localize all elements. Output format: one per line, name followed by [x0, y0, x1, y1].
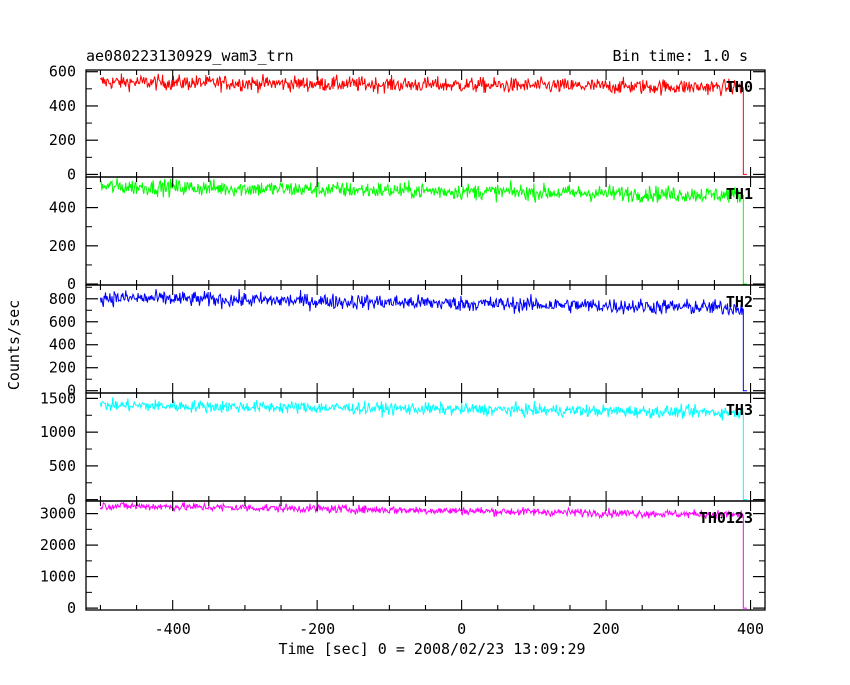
x-axis-label: Time [sec] 0 = 2008/02/23 13:09:29 [278, 640, 585, 658]
bin-time-label: Bin time: 1.0 s [613, 47, 748, 65]
series-line-th3 [99, 397, 747, 501]
series-line-th1 [100, 177, 747, 285]
y-tick-label: 200 [49, 237, 76, 255]
panel-th0123: 0 1000 2000 3000 TH0123 [40, 500, 766, 617]
y-tick-label: 200 [49, 131, 76, 149]
panel-th2: 0 200 400 600 800 TH2 [49, 284, 766, 400]
series-line-th0123 [99, 501, 747, 609]
y-tick-label: 2000 [40, 536, 76, 554]
y-tick-label: 500 [49, 457, 76, 475]
series-label-th3: TH3 [726, 401, 753, 419]
panel-th3: 0 500 1000 1500 TH3 [40, 389, 766, 509]
x-tick-label: 400 [737, 620, 764, 638]
y-tick-label: 400 [49, 199, 76, 217]
series-line-th2 [99, 289, 747, 392]
y-tick-label: 200 [49, 359, 76, 377]
y-tick-label: 0 [67, 599, 76, 617]
y-tick-label: 600 [49, 313, 76, 331]
y-tick-label: 1500 [40, 389, 76, 407]
y-tick-label: 0 [67, 275, 76, 293]
series-label-th1: TH1 [726, 185, 753, 203]
y-tick-label: 400 [49, 97, 76, 115]
panel-frame [85, 500, 766, 611]
y-axis-label: Counts/sec [5, 300, 23, 390]
y-tick-label: 800 [49, 290, 76, 308]
panel-frame [85, 392, 766, 502]
x-tick-label: 200 [593, 620, 620, 638]
y-tick-label: 0 [67, 382, 76, 400]
y-tick-label: 600 [49, 63, 76, 81]
panel-th1: 0 200 400 TH1 [49, 176, 766, 293]
series-label-th0: TH0 [726, 78, 753, 96]
y-tick-label: 400 [49, 336, 76, 354]
y-tick-label: 0 [67, 491, 76, 509]
y-tick-label: 3000 [40, 505, 76, 523]
y-tick-label: 0 [67, 165, 76, 183]
series-label-th0123: TH0123 [699, 509, 753, 527]
y-tick-label: 1000 [40, 568, 76, 586]
x-tick-label: 0 [457, 620, 466, 638]
y-tick-label: 1000 [40, 423, 76, 441]
panel-th0: 0 200 400 600 TH0 [49, 63, 766, 183]
chart-title: ae080223130929_wam3_trn [86, 47, 294, 65]
series-line-th0 [100, 73, 747, 175]
x-tick-label: -200 [299, 620, 335, 638]
x-tick-label: -400 [155, 620, 191, 638]
series-label-th2: TH2 [726, 293, 753, 311]
